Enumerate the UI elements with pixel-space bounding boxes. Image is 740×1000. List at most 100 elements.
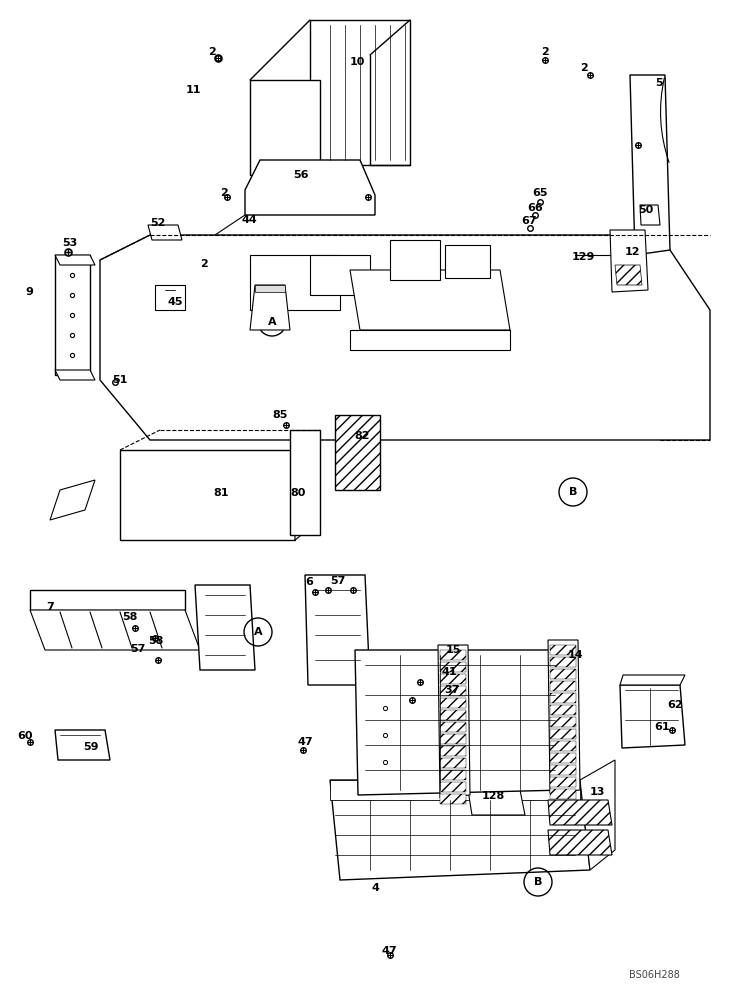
- Polygon shape: [550, 729, 576, 739]
- Polygon shape: [440, 686, 466, 696]
- Polygon shape: [550, 717, 576, 727]
- Polygon shape: [440, 782, 466, 792]
- Polygon shape: [350, 270, 510, 330]
- Polygon shape: [440, 746, 466, 756]
- Text: 58: 58: [122, 612, 138, 622]
- Text: 11: 11: [186, 85, 201, 95]
- Polygon shape: [630, 75, 670, 255]
- Polygon shape: [550, 753, 576, 763]
- Polygon shape: [445, 245, 490, 278]
- Polygon shape: [550, 681, 576, 691]
- Text: 61: 61: [654, 722, 670, 732]
- Text: 9: 9: [25, 287, 33, 297]
- Polygon shape: [335, 415, 380, 490]
- Text: 2: 2: [541, 47, 549, 57]
- Polygon shape: [30, 610, 200, 650]
- Text: 15: 15: [446, 645, 461, 655]
- Text: 56: 56: [293, 170, 309, 180]
- Polygon shape: [305, 575, 370, 685]
- Text: 10: 10: [350, 57, 366, 67]
- Polygon shape: [438, 645, 470, 798]
- Text: 12: 12: [625, 247, 641, 257]
- Polygon shape: [55, 255, 90, 375]
- Text: 50: 50: [638, 205, 653, 215]
- Polygon shape: [350, 330, 510, 350]
- Polygon shape: [440, 722, 466, 732]
- Text: 2: 2: [580, 63, 588, 73]
- Text: 4: 4: [372, 883, 380, 893]
- Polygon shape: [550, 741, 576, 751]
- Polygon shape: [440, 794, 466, 804]
- Polygon shape: [550, 765, 576, 775]
- Text: 59: 59: [83, 742, 98, 752]
- Polygon shape: [55, 730, 110, 760]
- Polygon shape: [120, 450, 295, 540]
- Polygon shape: [245, 160, 375, 215]
- Text: 47: 47: [381, 946, 397, 956]
- Text: A: A: [254, 627, 262, 637]
- Polygon shape: [330, 780, 580, 800]
- Polygon shape: [615, 265, 642, 285]
- Polygon shape: [100, 235, 710, 440]
- Text: 14: 14: [568, 650, 584, 660]
- Polygon shape: [440, 698, 466, 708]
- Polygon shape: [550, 705, 576, 715]
- Polygon shape: [440, 770, 466, 780]
- Text: BS06H288: BS06H288: [629, 970, 680, 980]
- Polygon shape: [195, 585, 255, 670]
- Polygon shape: [440, 710, 466, 720]
- Polygon shape: [250, 285, 290, 330]
- Text: 57: 57: [130, 644, 145, 654]
- Text: 45: 45: [168, 297, 184, 307]
- Text: 62: 62: [667, 700, 682, 710]
- Polygon shape: [440, 662, 466, 672]
- Polygon shape: [310, 20, 410, 165]
- Polygon shape: [548, 800, 612, 825]
- Text: 82: 82: [354, 431, 369, 441]
- Polygon shape: [355, 650, 565, 795]
- Polygon shape: [620, 675, 685, 685]
- Text: 57: 57: [330, 576, 346, 586]
- Polygon shape: [50, 480, 95, 520]
- Polygon shape: [548, 640, 580, 793]
- Polygon shape: [250, 80, 320, 175]
- Text: 80: 80: [290, 488, 306, 498]
- Text: 13: 13: [590, 787, 605, 797]
- Polygon shape: [30, 590, 185, 610]
- Text: 58: 58: [148, 636, 164, 646]
- Text: 60: 60: [17, 731, 33, 741]
- Text: 66: 66: [527, 203, 542, 213]
- Polygon shape: [620, 685, 685, 748]
- Polygon shape: [390, 240, 440, 280]
- Polygon shape: [550, 693, 576, 703]
- Text: 51: 51: [112, 375, 127, 385]
- Text: 67: 67: [521, 216, 536, 226]
- Polygon shape: [290, 430, 320, 535]
- Polygon shape: [330, 780, 590, 880]
- Text: 6: 6: [305, 577, 313, 587]
- Text: A: A: [268, 317, 276, 327]
- Polygon shape: [640, 205, 660, 225]
- Text: B: B: [534, 877, 542, 887]
- Text: 85: 85: [272, 410, 287, 420]
- Polygon shape: [550, 669, 576, 679]
- Text: 128: 128: [482, 791, 505, 801]
- Polygon shape: [148, 225, 182, 240]
- Text: 7: 7: [46, 602, 54, 612]
- Polygon shape: [255, 285, 285, 292]
- Text: 5: 5: [655, 78, 662, 88]
- Polygon shape: [55, 370, 95, 380]
- Polygon shape: [310, 255, 370, 295]
- Polygon shape: [550, 789, 576, 799]
- Text: 2: 2: [200, 259, 208, 269]
- Text: 2: 2: [208, 47, 216, 57]
- Polygon shape: [548, 830, 612, 855]
- Text: 37: 37: [444, 685, 460, 695]
- Polygon shape: [580, 760, 615, 870]
- Text: 2: 2: [220, 188, 228, 198]
- Polygon shape: [55, 255, 95, 265]
- Text: B: B: [569, 487, 577, 497]
- Text: 65: 65: [532, 188, 548, 198]
- Polygon shape: [550, 645, 576, 655]
- Polygon shape: [250, 255, 340, 310]
